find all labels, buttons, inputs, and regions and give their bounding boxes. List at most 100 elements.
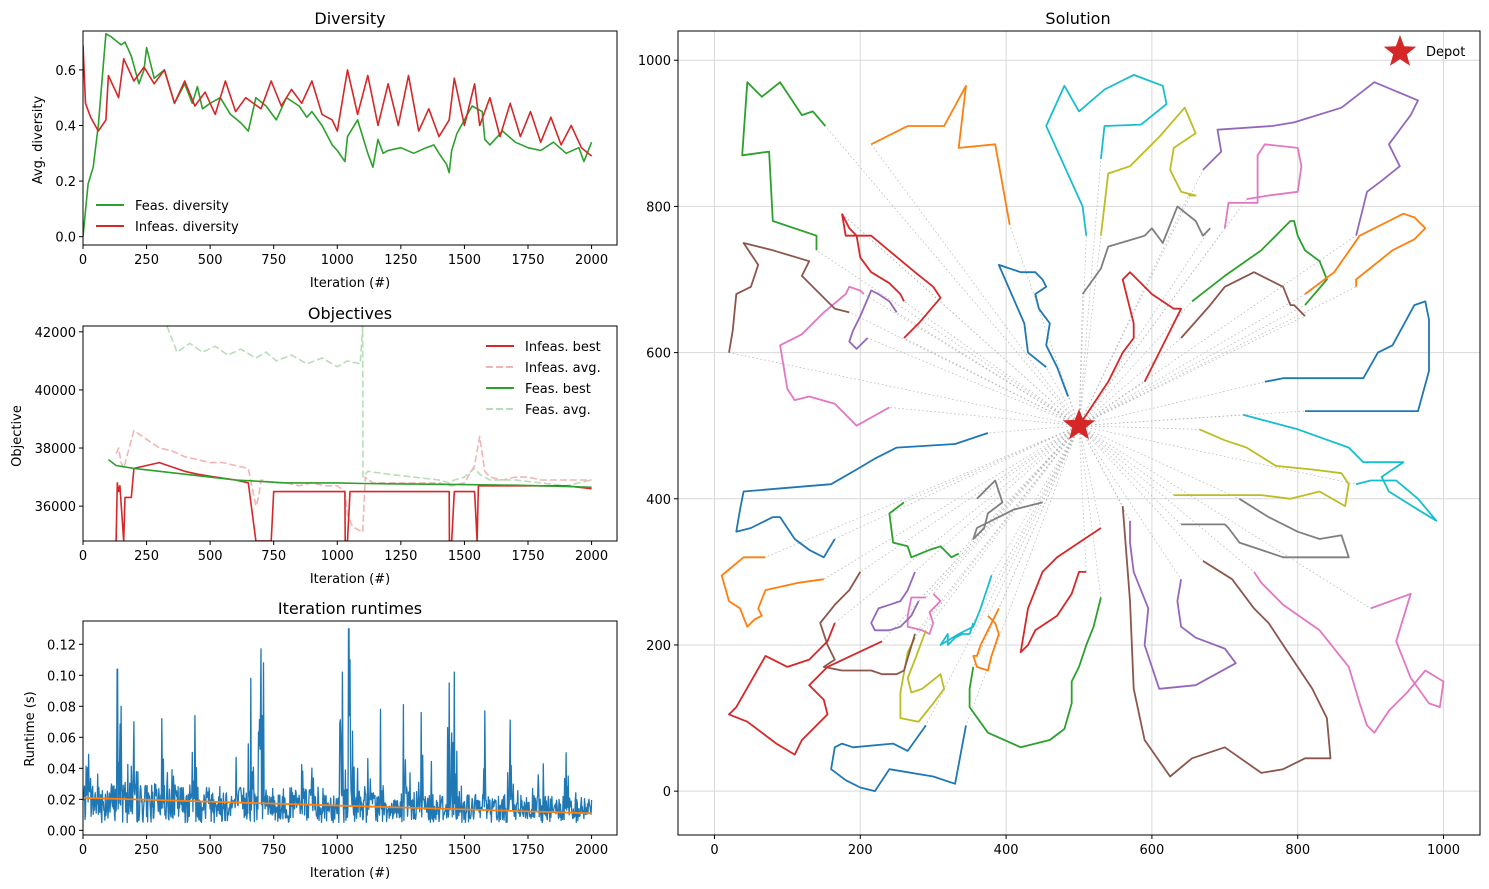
solution-plot-area [678, 31, 1480, 835]
depot-link [1078, 195, 1189, 426]
x-tick-label: 1250 [384, 843, 417, 858]
depot-link [834, 425, 1080, 540]
legend-label-feas-avg: Feas. avg. [525, 403, 591, 418]
solution-title: Solution [1045, 9, 1110, 28]
route-line [1100, 106, 1197, 236]
objectives-plot-area [107, 326, 592, 541]
route-line [968, 597, 1102, 749]
y-tick-label: 0.10 [47, 669, 76, 684]
route-line [1181, 498, 1350, 559]
x-tick-label: 0 [79, 253, 87, 268]
x-tick-label: 1750 [511, 549, 544, 564]
diversity-title: Diversity [314, 9, 385, 28]
objectives-xlabel: Iteration (#) [310, 572, 390, 587]
legend-label-infeas-best: Infeas. best [525, 340, 601, 355]
route-line [819, 571, 916, 676]
depot-link [987, 425, 1080, 616]
route-line [1191, 220, 1328, 306]
x-tick-label: 0 [79, 843, 87, 858]
depot-link [867, 337, 1080, 427]
y-tick-label: 0.02 [47, 793, 76, 808]
route-line [1223, 143, 1303, 229]
depot-link [1078, 414, 1244, 427]
depot-link [1078, 425, 1371, 609]
depot-link [914, 425, 1080, 635]
solution-legend: Depot [1383, 35, 1465, 66]
diversity-xlabel: Iteration (#) [310, 276, 390, 291]
route-line [997, 263, 1069, 397]
depot-link [976, 425, 1080, 500]
depot-link [1078, 425, 1240, 500]
x-tick-label: 1000 [321, 843, 354, 858]
route-line [1129, 520, 1237, 690]
depot-link [903, 337, 1080, 427]
legend-label-feas-diversity: Feas. diversity [135, 199, 229, 214]
depot-link [972, 425, 1080, 624]
feas-best-line [107, 458, 592, 489]
y-tick-label: 600 [646, 347, 671, 362]
y-tick-label: 0.2 [55, 175, 76, 190]
infeas-avg-line [115, 429, 592, 534]
runtimes-frame [82, 620, 618, 836]
route-line [1264, 300, 1430, 413]
runtime-line [83, 628, 593, 824]
x-tick-label: 1250 [384, 549, 417, 564]
depot-link [1078, 425, 1102, 529]
x-tick-label: 250 [134, 843, 159, 858]
solution-panel: Solution Depot [677, 9, 1481, 836]
depot-link [1078, 381, 1145, 426]
route-line [870, 84, 1011, 225]
depot-link [765, 425, 1080, 558]
x-tick-label: 1750 [511, 253, 544, 268]
runtimes-ylabel: Runtime (s) [23, 691, 38, 766]
depot-link [1078, 198, 1247, 426]
route-line [899, 629, 945, 723]
runtimes-xlabel: Iteration (#) [310, 866, 390, 881]
route-line [972, 607, 1000, 672]
y-tick-label: 42000 [35, 326, 76, 341]
y-tick-label: 0 [663, 785, 671, 800]
route-line [841, 213, 905, 302]
diversity-frame [82, 30, 618, 246]
route-line [1304, 212, 1427, 295]
route-line [741, 81, 826, 251]
depot-link [914, 425, 1080, 638]
depot-link [1078, 294, 1083, 426]
depot-link [958, 425, 1080, 554]
depot-link [1078, 337, 1182, 426]
route-line [1045, 74, 1168, 236]
x-tick-label: 200 [848, 843, 873, 858]
route-line [939, 575, 993, 646]
feas-diversity-line [83, 32, 593, 237]
y-tick-label: 0.04 [47, 762, 76, 777]
y-tick-label: 36000 [35, 500, 76, 515]
depot-link [1078, 425, 1182, 580]
diversity-plot-area [83, 32, 593, 237]
depot-link [925, 425, 1080, 631]
infeas-diversity-line [83, 44, 593, 157]
route-line [728, 622, 883, 756]
x-tick-label: 2000 [575, 843, 608, 858]
x-tick-label: 250 [134, 253, 159, 268]
depot-link [1009, 224, 1080, 426]
depot-link [1078, 235, 1357, 426]
legend-depot-star [1383, 35, 1417, 66]
x-tick-label: 800 [1285, 843, 1310, 858]
solution-frame [677, 30, 1481, 836]
route-line [848, 289, 898, 350]
x-tick-label: 400 [994, 843, 1019, 858]
objectives-legend: Infeas. best Infeas. avg. Feas. best Fea… [486, 340, 601, 418]
y-tick-label: 0.4 [55, 119, 76, 134]
y-tick-label: 1000 [638, 54, 671, 69]
x-tick-label: 1000 [321, 549, 354, 564]
diversity-ylabel: Avg. diversity [31, 95, 46, 184]
depot-link [903, 301, 1080, 426]
y-tick-label: 40000 [35, 384, 76, 399]
depot-link [834, 425, 1080, 624]
depot-link [987, 425, 1080, 434]
depot-link [1078, 228, 1211, 426]
x-tick-label: 750 [261, 549, 286, 564]
x-tick-label: 500 [198, 843, 223, 858]
depot-link [991, 425, 1080, 576]
